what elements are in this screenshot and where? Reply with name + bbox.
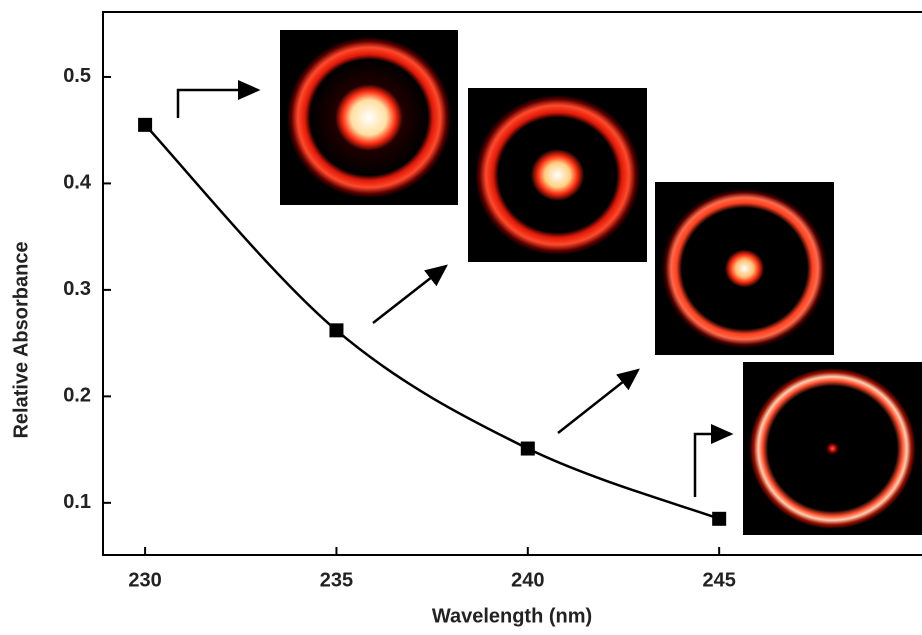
x-tick-label: 240 [511,569,544,591]
y-tick-label: 0.5 [63,65,91,87]
y-tick-label: 0.3 [63,278,91,300]
inset-image [280,30,458,205]
arrow [557,368,640,434]
plot-frame [102,11,922,556]
inset-image [468,88,647,262]
arrow [693,424,734,497]
insets [280,30,922,535]
y-axis-label: Relative Absorbance [10,241,32,438]
point [329,323,344,338]
point [520,441,535,456]
arrow [372,264,448,324]
inset-image [655,182,834,355]
inset-image [743,362,922,535]
y-tick-label: 0.2 [63,385,91,407]
x-axis-label: Wavelength (nm) [432,605,592,627]
x-tick-label: 235 [320,569,353,591]
y-tick-label: 0.1 [63,491,91,513]
arrows [176,80,734,497]
arrow [176,80,261,118]
x-tick-label: 230 [128,569,161,591]
y-tick-label: 0.4 [63,172,92,194]
point [138,117,153,132]
x-tick-label: 245 [702,569,735,591]
point [712,511,727,526]
curve [144,124,720,520]
